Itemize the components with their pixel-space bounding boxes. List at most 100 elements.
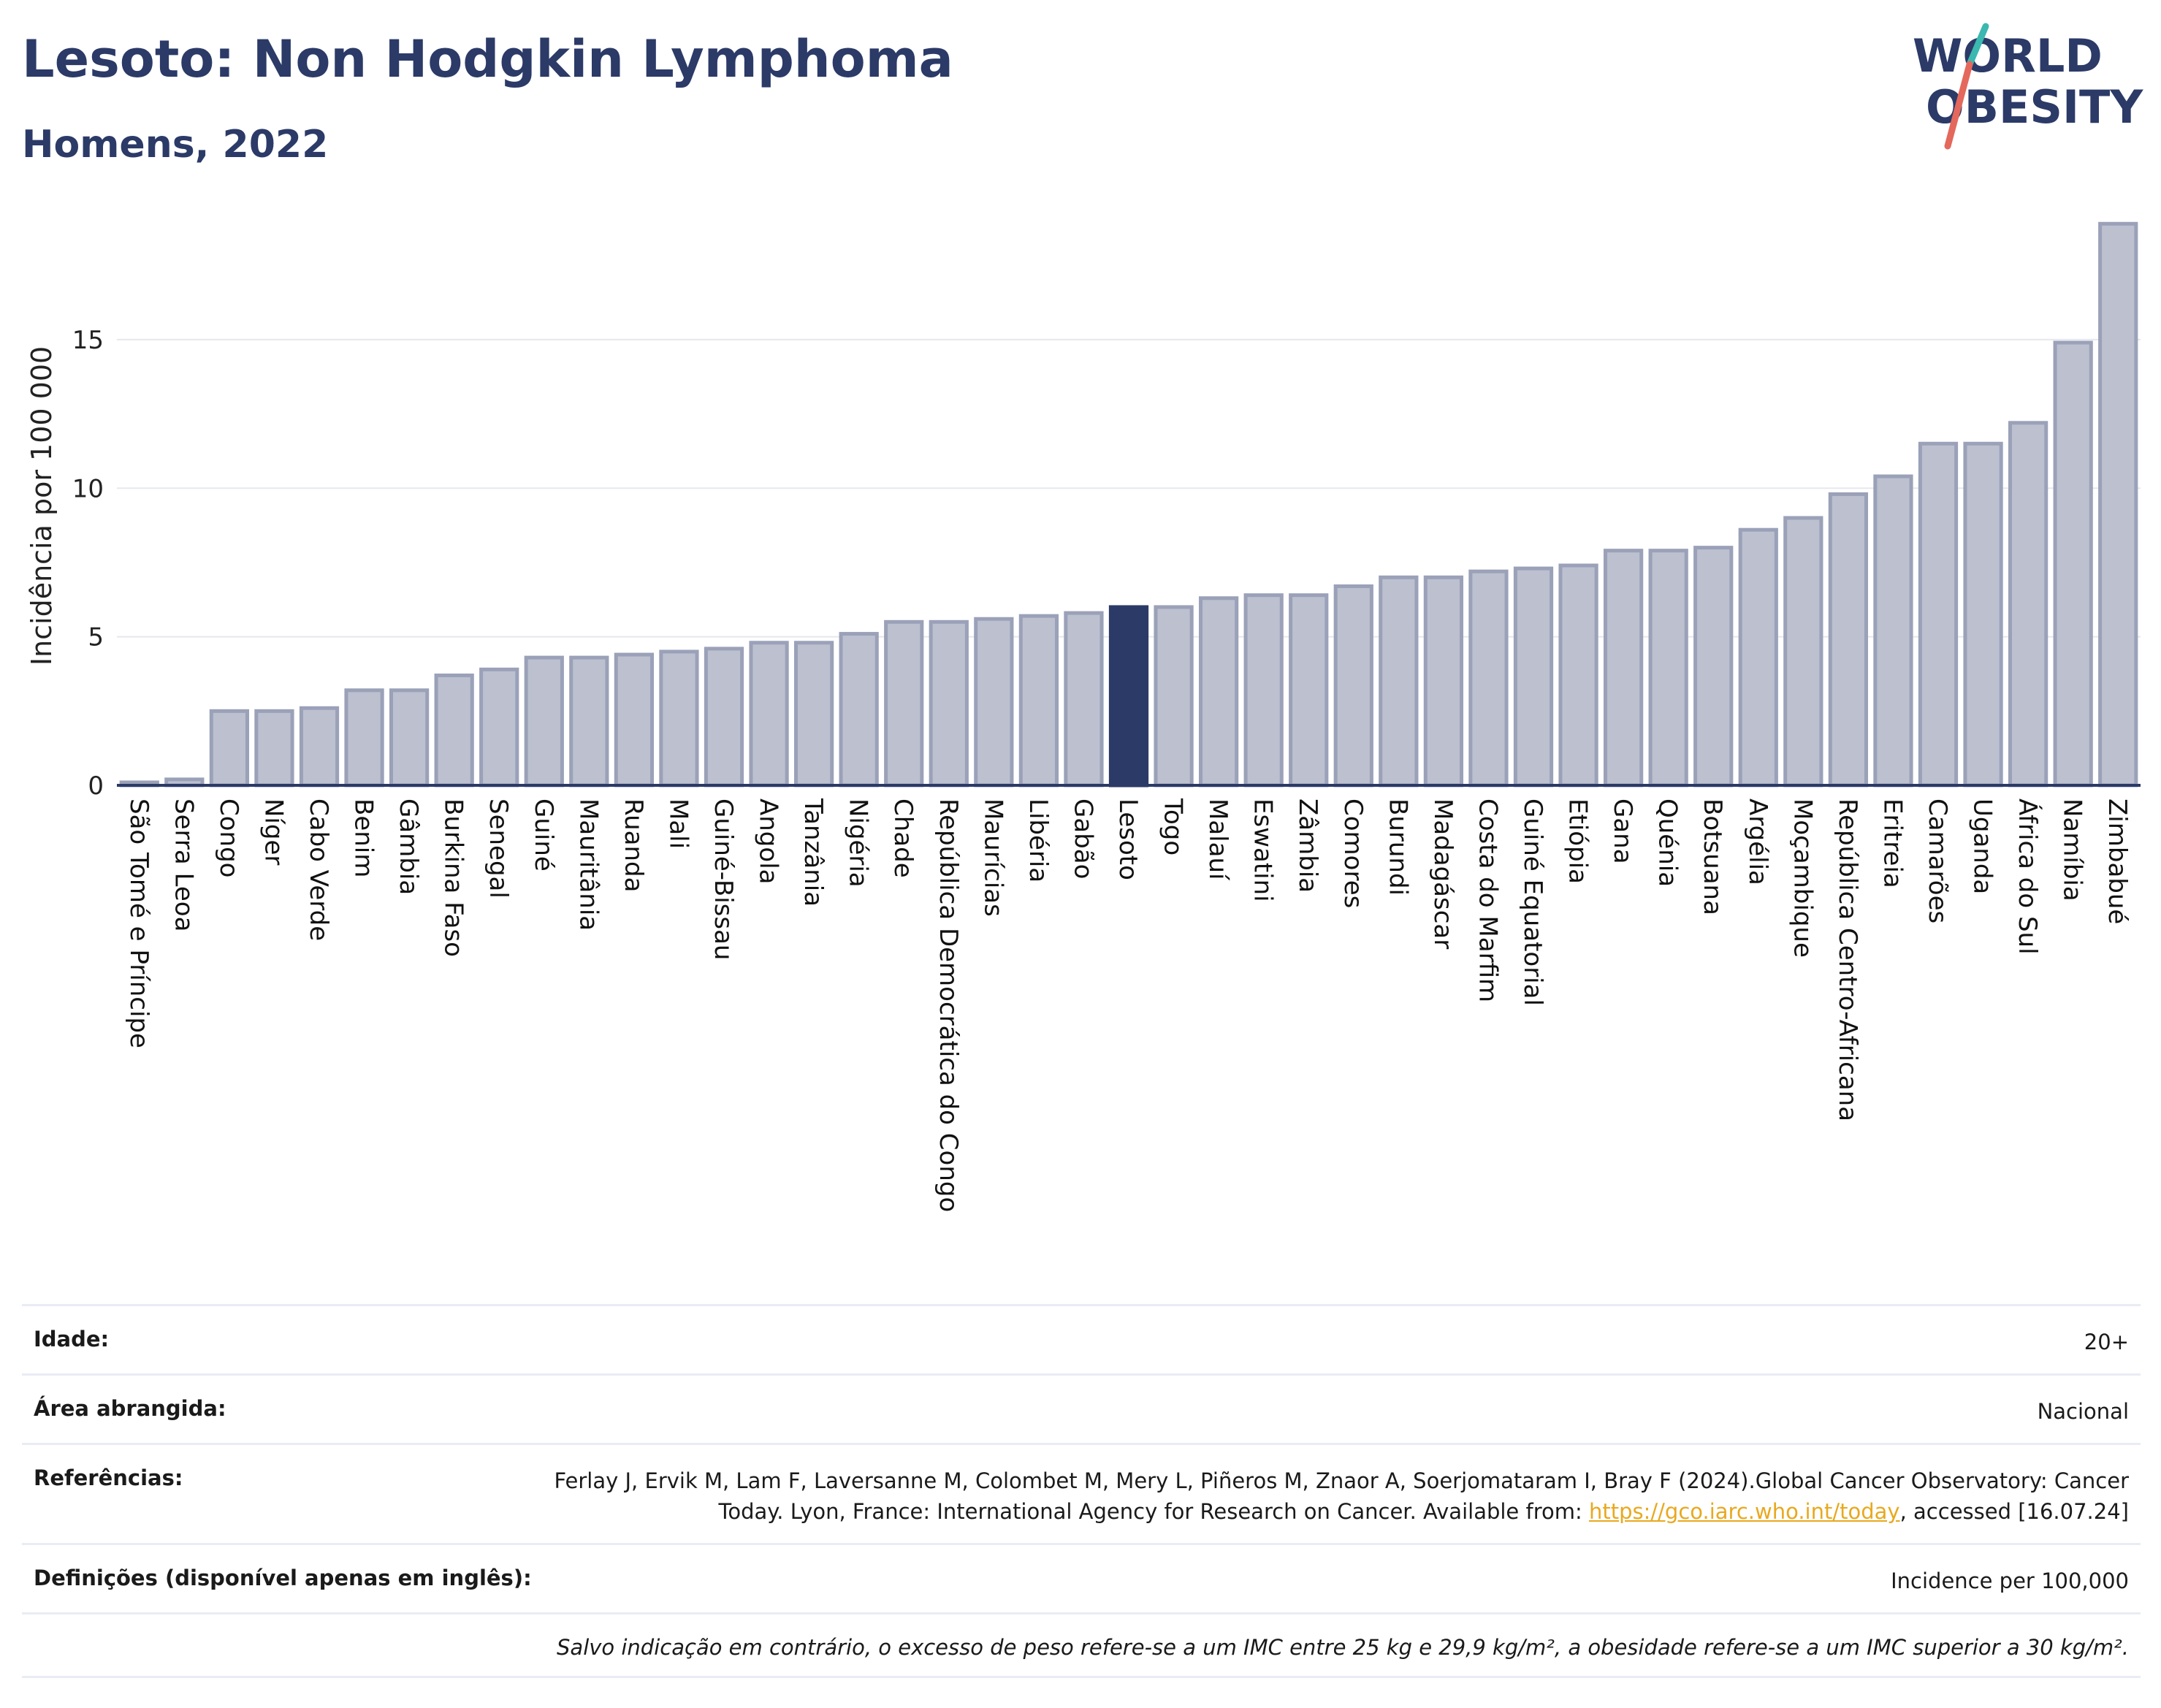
x-tick-label: Quénia [1653,798,1682,887]
info-row-definitions: Definições (disponível apenas em inglês)… [22,1543,2141,1612]
x-tick-label: Costa do Marfim [1473,798,1502,1002]
x-tick-label: Angola [754,798,783,884]
bar-malau-[interactable] [1198,596,1239,788]
bar-z-mbia[interactable] [1289,593,1329,788]
definitions-label: Definições (disponível apenas em inglês)… [34,1566,532,1591]
bar-rep-blica-democr-tica-do-congo[interactable] [929,619,969,788]
bar-nam-bia[interactable] [2053,340,2093,788]
references-link[interactable]: https://gco.iarc.who.int/today [1588,1499,1900,1525]
x-tick-label: Argélia [1743,798,1772,885]
x-tick-label: Madagáscar [1428,798,1457,949]
bar-angola[interactable] [749,641,789,788]
bar-zimbabu-[interactable] [2098,221,2138,788]
bar-mali[interactable] [659,649,699,788]
bar-eritreia[interactable] [1873,474,1913,788]
bar-rep-blica-centro-africana[interactable] [1828,492,1869,788]
definitions-value: Incidence per 100,000 [1891,1568,2129,1594]
bar-guin-[interactable] [524,655,564,788]
bar-comores[interactable] [1333,584,1373,788]
x-tick-label: Zimbabué [2103,798,2132,924]
x-tick-label: República Democrática do Congo [934,798,963,1212]
x-tick-label: Serra Leoa [169,798,198,931]
logo-slash-red-icon [1944,61,1973,150]
age-value: 20+ [2084,1330,2129,1354]
y-tick-label: 15 [72,326,104,355]
bar-qu-nia[interactable] [1648,549,1688,788]
x-tick-label: Gâmbia [394,798,423,895]
info-row-age: Idade: 20+ [22,1304,2141,1373]
bar-eti-pia[interactable] [1558,563,1598,788]
x-tick-label: Etiópia [1563,798,1593,884]
x-tick-label: Eritreia [1878,798,1907,888]
x-tick-label: África do Sul [2013,798,2043,955]
x-tick-label: São Tomé e Príncipe [124,798,153,1048]
y-tick-label: 5 [88,623,104,652]
bar-botsuana[interactable] [1693,546,1734,788]
x-tick-label: República Centro-Africana [1833,798,1862,1121]
y-tick-label: 0 [88,771,104,801]
bar-tanz-nia[interactable] [793,641,834,788]
bar--frica-do-sul[interactable] [2008,421,2048,788]
info-table: Idade: 20+ Área abrangida: Nacional Refe… [22,1304,2141,1679]
bar-mo-ambique[interactable] [1783,516,1823,788]
info-row-references: Referências: Ferlay J, Ervik M, Lam F, L… [22,1443,2141,1543]
bar-gana[interactable] [1603,549,1644,788]
bar-layer [119,221,2138,788]
x-tick-label: Chade [888,798,918,878]
x-tick-label: Togo [1159,798,1188,855]
x-tick-label: Cabo Verde [304,798,333,941]
bar-senegal[interactable] [479,667,519,788]
bar-gab-o[interactable] [1064,611,1104,788]
references-suffix: , accessed [16.07.24] [1899,1499,2129,1525]
references-value: Ferlay J, Ervik M, Lam F, Laversanne M, … [485,1465,2129,1527]
x-tick-label: Camarões [1923,798,1952,923]
bar-madag-scar[interactable] [1423,575,1464,788]
x-tick-label: Mauritânia [573,798,603,931]
x-tick-label: Congo [214,798,243,877]
bar-ruanda[interactable] [614,652,655,788]
x-tick-label: Malauí [1203,798,1232,881]
bar-congo[interactable] [209,709,250,788]
bar-eswatini[interactable] [1243,593,1284,788]
bar-lib-ria[interactable] [1018,614,1059,788]
x-tick-label: Lesoto [1113,798,1143,880]
info-row-area: Área abrangida: Nacional [22,1373,2141,1443]
bar-chart: 0 5 10 15 Incidência por 100 000 São Tomé e P… [26,221,2141,1212]
bar-camar-es[interactable] [1918,441,1959,788]
bmi-note: Salvo indicação em contrário, o excesso … [557,1635,2129,1661]
x-tick-label: Namíbia [2058,798,2087,901]
bar-burkina-faso[interactable] [434,674,474,788]
x-tick-label: Eswatini [1249,798,1278,902]
bar-arg-lia[interactable] [1738,527,1778,788]
x-tick-label: Comores [1338,798,1368,908]
logo-line1: WORLD [1913,29,2103,83]
x-tick-label: Guiné [529,798,558,872]
x-tick-label: Burkina Faso [439,798,468,957]
logo-slash-teal-icon [1966,23,1989,68]
bar-chade[interactable] [884,619,924,788]
x-tick-label: Guiné-Bissau [709,798,738,960]
bar-g-mbia[interactable] [389,688,430,788]
x-tick-label: Nigéria [844,798,873,888]
bar-cabo-verde[interactable] [299,706,340,788]
y-axis-label: Incidência por 100 000 [26,346,58,666]
label-layer: 0 5 10 15 Incidência por 100 000 São Tomé e P… [26,326,2132,1212]
bar-maurit-nia[interactable] [569,655,609,788]
bar-n-ger[interactable] [254,709,294,788]
x-tick-label: Senegal [484,798,513,899]
x-tick-label: Benim [349,798,378,877]
bar-costa-do-marfim[interactable] [1468,569,1509,788]
bar-guin-equatorial[interactable] [1513,566,1554,788]
bar-togo[interactable] [1154,605,1194,788]
info-row-note: Salvo indicação em contrário, o excesso … [22,1612,2141,1679]
age-label: Idade: [34,1327,110,1351]
bar-burundi[interactable] [1379,575,1419,788]
bar-guin-bissau[interactable] [704,647,744,788]
bar-maur-cias[interactable] [974,617,1014,788]
bar-uganda[interactable] [1963,441,2003,788]
x-tick-label: Tanzânia [799,798,828,907]
bar-lesoto[interactable] [1108,605,1149,788]
page-subtitle: Homens, 2022 [22,123,329,167]
bar-benim[interactable] [344,688,384,788]
bar-nig-ria[interactable] [839,632,879,788]
